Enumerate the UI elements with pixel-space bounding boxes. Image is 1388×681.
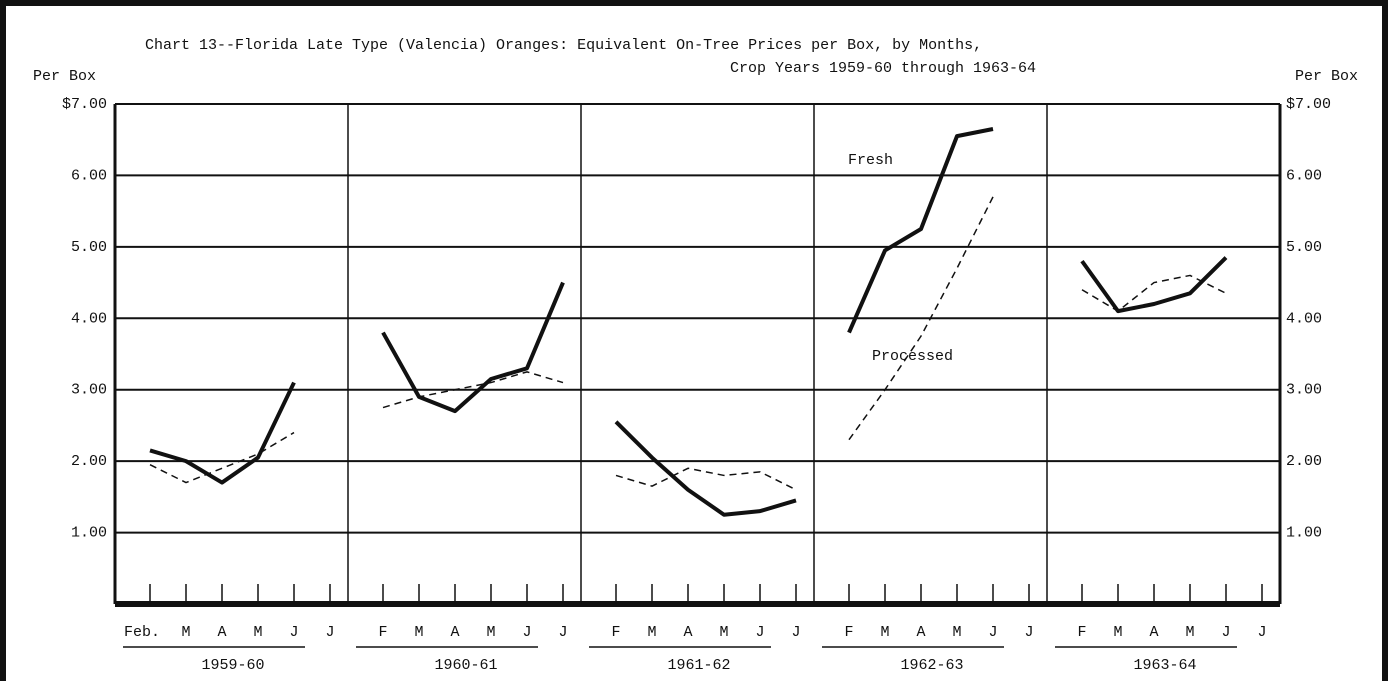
x-tick-label: M <box>952 624 961 641</box>
x-tick-label: A <box>450 624 459 641</box>
y2-tick-label: 4.00 <box>1286 310 1322 327</box>
x-tick-label: F <box>844 624 853 641</box>
group-label: 1959-60 <box>201 657 264 674</box>
y2-tick-label: 2.00 <box>1286 453 1322 470</box>
y-tick-label: 3.00 <box>71 382 107 399</box>
series-line <box>381 281 565 414</box>
x-tick-label: J <box>1221 624 1230 641</box>
series-line <box>848 196 994 441</box>
y2-axis-label: Per Box <box>1295 68 1358 85</box>
chart-title: Chart 13--Florida Late Type (Valencia) O… <box>145 37 982 54</box>
x-tick-label: J <box>558 624 567 641</box>
x-tick-label: M <box>647 624 656 641</box>
y2-tick-label: 6.00 <box>1286 167 1322 184</box>
x-tick-label: A <box>1149 624 1158 641</box>
series-line <box>614 420 797 517</box>
x-tick-label: J <box>289 624 298 641</box>
x-tick-label: M <box>719 624 728 641</box>
y-tick-label: 2.00 <box>71 453 107 470</box>
y2-tick-label: 3.00 <box>1286 382 1322 399</box>
y-tick-label: 1.00 <box>71 525 107 542</box>
series-line <box>149 381 296 485</box>
group-label: 1961-62 <box>667 657 730 674</box>
x-tick-label: J <box>325 624 334 641</box>
series-line <box>1081 274 1227 312</box>
x-tick-label: J <box>791 624 800 641</box>
series-annotation: Processed <box>872 348 953 365</box>
x-tick-label: F <box>611 624 620 641</box>
x-tick-label: F <box>378 624 387 641</box>
x-tick-label: J <box>522 624 531 641</box>
y-axis-label: Per Box <box>33 68 96 85</box>
series-annotation: Fresh <box>848 152 893 169</box>
y2-tick-label: 5.00 <box>1286 239 1322 256</box>
x-tick-label: M <box>253 624 262 641</box>
x-tick-label: J <box>1257 624 1266 641</box>
x-tick-label: M <box>181 624 190 641</box>
y-tick-label: 4.00 <box>71 310 107 327</box>
x-tick-label: M <box>1113 624 1122 641</box>
x-tick-label: Feb. <box>124 624 160 641</box>
x-tick-label: A <box>217 624 226 641</box>
x-tick-label: M <box>486 624 495 641</box>
group-label: 1963-64 <box>1133 657 1196 674</box>
series-line <box>615 467 797 491</box>
x-tick-label: M <box>1185 624 1194 641</box>
y-tick-label: 6.00 <box>71 167 107 184</box>
y-tick-label: $7.00 <box>62 96 107 113</box>
series-line <box>149 431 295 484</box>
x-tick-label: A <box>683 624 692 641</box>
y2-tick-label: 1.00 <box>1286 525 1322 542</box>
x-tick-label: J <box>755 624 764 641</box>
x-tick-label: J <box>988 624 997 641</box>
group-label: 1960-61 <box>434 657 497 674</box>
x-tick-label: M <box>880 624 889 641</box>
x-tick-label: F <box>1077 624 1086 641</box>
x-tick-label: M <box>414 624 423 641</box>
y-tick-label: 5.00 <box>71 239 107 256</box>
group-label: 1962-63 <box>900 657 963 674</box>
chart-subtitle: Crop Years 1959-60 through 1963-64 <box>730 60 1036 77</box>
x-tick-label: A <box>916 624 925 641</box>
y2-tick-label: $7.00 <box>1286 96 1331 113</box>
x-tick-label: J <box>1024 624 1033 641</box>
series-line <box>847 127 994 334</box>
